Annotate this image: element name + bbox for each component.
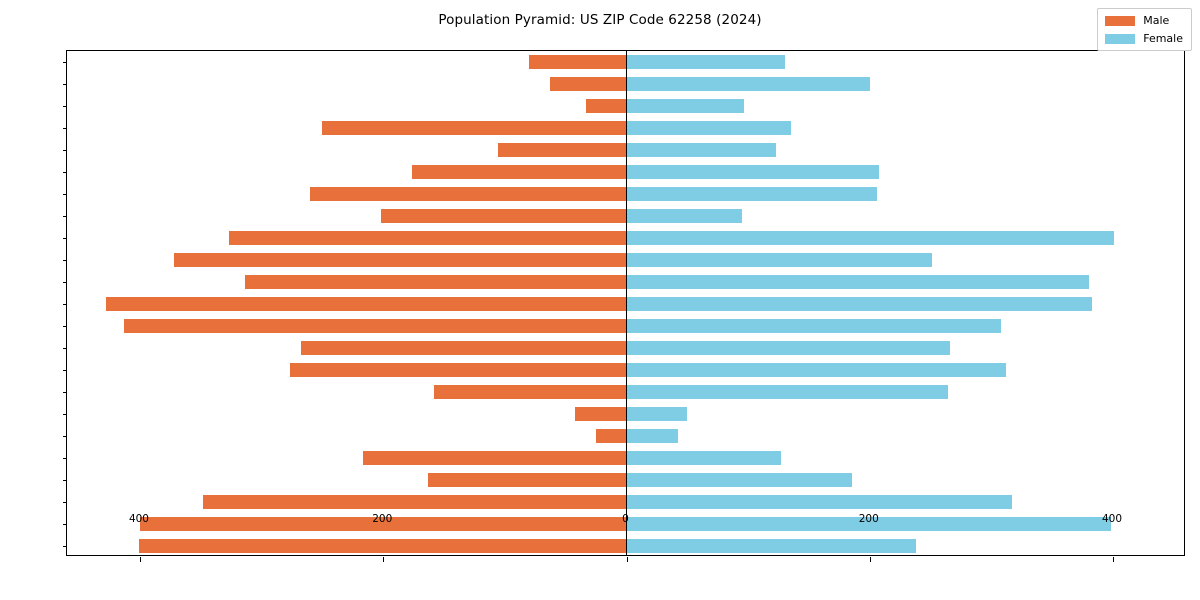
bar-male	[586, 99, 627, 113]
bar-male	[174, 253, 627, 267]
y-tick-mark	[62, 128, 67, 129]
bar-female	[626, 341, 951, 355]
bar-male	[380, 209, 627, 223]
y-tick-mark	[62, 62, 67, 63]
bar-female	[626, 121, 791, 135]
x-tick-mark	[626, 557, 628, 562]
bar-female	[626, 473, 852, 487]
legend-label: Female	[1143, 32, 1183, 45]
y-tick-mark	[62, 392, 67, 393]
bar-male	[310, 187, 627, 201]
chart-title: Population Pyramid: US ZIP Code 62258 (2…	[438, 12, 762, 28]
bar-male	[124, 319, 627, 333]
y-tick-mark	[62, 370, 67, 371]
legend-label: Male	[1143, 14, 1170, 27]
bar-male	[596, 429, 627, 443]
x-tick-label: 200	[858, 513, 879, 525]
bar-male	[300, 341, 627, 355]
y-tick-mark	[62, 106, 67, 107]
bar-female	[626, 385, 948, 399]
bar-female	[626, 539, 916, 553]
bar-female	[626, 143, 777, 157]
bar-female	[626, 231, 1115, 245]
bar-female	[626, 165, 880, 179]
y-tick-mark	[62, 458, 67, 459]
bar-male	[549, 77, 627, 91]
x-tick-mark	[869, 557, 871, 562]
y-tick-mark	[62, 546, 67, 547]
bar-female	[626, 253, 932, 267]
bar-female	[626, 209, 743, 223]
bar-female	[626, 429, 678, 443]
bar-male	[575, 407, 627, 421]
bar-male	[362, 451, 627, 465]
y-tick-mark	[62, 480, 67, 481]
bar-male	[138, 539, 627, 553]
legend-item[interactable]: Female	[1105, 32, 1183, 45]
y-tick-mark	[62, 84, 67, 85]
y-tick-mark	[62, 260, 67, 261]
bar-female	[626, 451, 781, 465]
legend-swatch-icon	[1105, 33, 1136, 44]
bar-female	[626, 363, 1006, 377]
y-tick-mark	[62, 216, 67, 217]
bar-male	[497, 143, 627, 157]
y-tick-mark	[62, 304, 67, 305]
y-tick-mark	[62, 238, 67, 239]
bar-female	[626, 319, 1002, 333]
bar-male	[289, 363, 627, 377]
bar-female	[626, 495, 1013, 509]
y-tick-mark	[62, 150, 67, 151]
bar-male	[412, 165, 627, 179]
bar-male	[203, 495, 627, 509]
bar-female	[626, 297, 1093, 311]
bar-male	[434, 385, 627, 399]
bar-female	[626, 187, 878, 201]
zero-axis-line	[625, 51, 628, 555]
bar-female	[626, 99, 745, 113]
legend: Male Female	[1097, 8, 1192, 51]
y-tick-mark	[62, 194, 67, 195]
bar-female	[626, 77, 870, 91]
y-tick-mark	[62, 326, 67, 327]
bar-female	[626, 275, 1089, 289]
bar-male	[428, 473, 627, 487]
bar-male	[244, 275, 627, 289]
legend-swatch-icon	[1105, 15, 1136, 26]
y-tick-mark	[62, 282, 67, 283]
y-tick-mark	[62, 348, 67, 349]
x-tick-label: 400	[128, 513, 149, 525]
x-tick-label: 200	[372, 513, 393, 525]
legend-item[interactable]: Male	[1105, 14, 1183, 27]
y-tick-mark	[62, 414, 67, 415]
bar-male	[529, 55, 627, 69]
x-tick-label: 0	[622, 513, 629, 525]
bar-male	[105, 297, 627, 311]
x-tick-mark	[383, 557, 385, 562]
bar-female	[626, 55, 785, 69]
x-tick-mark	[1113, 557, 1115, 562]
y-tick-mark	[62, 502, 67, 503]
x-tick-label: 400	[1101, 513, 1123, 525]
bar-male	[228, 231, 627, 245]
y-tick-mark	[62, 524, 67, 525]
bars-layer	[67, 51, 1184, 555]
x-tick-mark	[139, 557, 141, 562]
bar-male	[322, 121, 627, 135]
plot-area	[62, 50, 1185, 562]
y-tick-mark	[62, 172, 67, 173]
bar-male	[139, 517, 627, 531]
y-tick-mark	[62, 436, 67, 437]
bar-female	[626, 407, 688, 421]
bar-female	[626, 517, 1111, 531]
